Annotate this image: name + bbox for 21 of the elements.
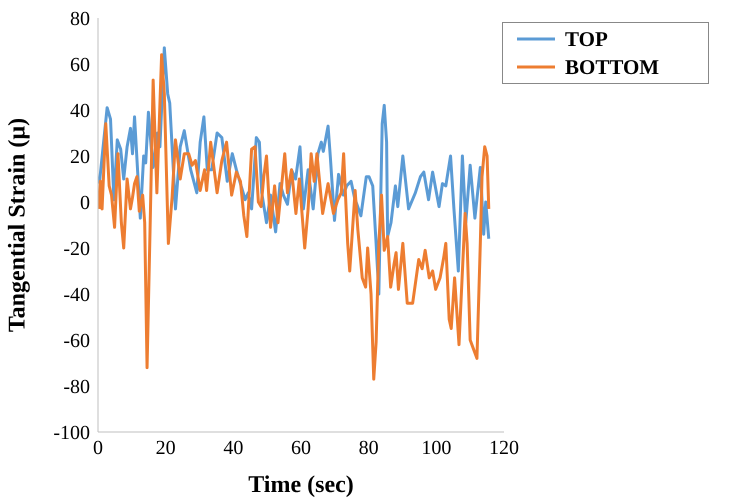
x-tick-label: 40 (223, 437, 244, 460)
y-tick-label: 20 (70, 146, 90, 168)
y-tick-label: -40 (63, 284, 90, 306)
x-tick-label: 100 (421, 437, 452, 460)
y-tick-label: -20 (63, 238, 90, 260)
y-tick-label: 40 (70, 100, 90, 122)
y-tick-label: 0 (80, 192, 90, 214)
x-tick-label: 60 (291, 437, 311, 460)
x-tick-label: 20 (156, 437, 176, 460)
y-tick-label: -80 (63, 376, 90, 398)
x-axis-title: Time (sec) (248, 472, 354, 498)
y-tick-label: 80 (70, 8, 90, 30)
y-axis-title: Tangential Strain (µ) (4, 118, 31, 332)
y-tick-label: -100 (53, 422, 90, 444)
y-tick-label: 60 (70, 54, 90, 76)
y-tick-label: -60 (63, 330, 90, 352)
x-tick-label: 120 (489, 437, 519, 460)
legend-label: BOTTOM (565, 54, 660, 81)
line-series (98, 53, 490, 381)
x-tick-label: 80 (358, 437, 379, 460)
legend-label: TOP (565, 26, 608, 53)
